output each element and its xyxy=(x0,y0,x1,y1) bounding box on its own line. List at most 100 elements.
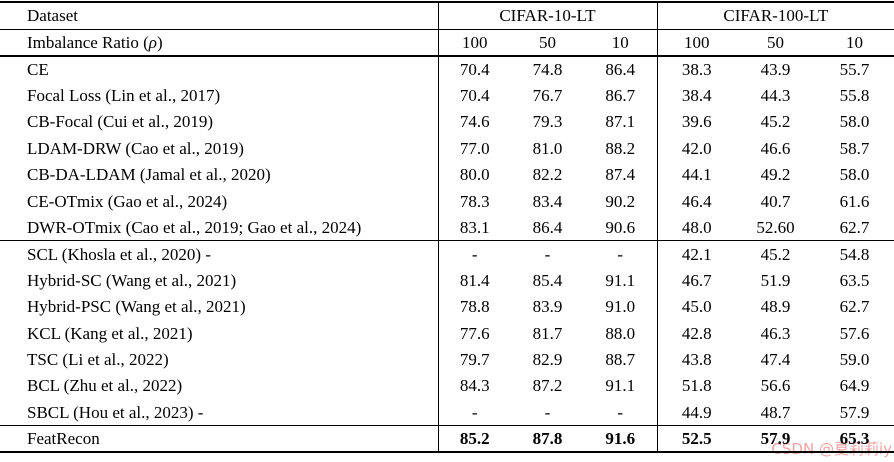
rho-symbol: ρ xyxy=(148,32,157,52)
value-cell: 57.9 xyxy=(839,402,870,422)
table-row: CE 70.4 74.8 86.4 38.3 43.9 55.7 xyxy=(0,56,894,83)
table-row: CE-OTmix (Gao et al., 2024) 78.3 83.4 90.2 4… xyxy=(0,187,894,215)
ratio-tick: 50 xyxy=(539,32,556,52)
table-row: CB-DA-LDAM (Jamal et al., 2020) 80.0 82.2 8… xyxy=(0,161,894,188)
value-cell: 46.6 xyxy=(760,138,791,158)
value-cell: 91.1 xyxy=(584,372,658,400)
value-cell: - xyxy=(438,240,511,268)
table-row: SBCL (Hou et al., 2023) - - - - 44.9 48.7 57.9 xyxy=(0,399,894,426)
value-cell: - xyxy=(544,402,551,422)
imbalance-prefix: Imbalance Ratio ( xyxy=(27,32,149,52)
method-cell: LDAM-DRW (Cao et al., 2019) xyxy=(0,135,439,162)
value-cell: 58.0 xyxy=(839,112,870,132)
ratio-tick: 10 xyxy=(846,32,864,52)
value-cell: 74.6 xyxy=(459,112,490,132)
value-cell: 43.8 xyxy=(681,349,712,369)
value-cell: 83.1 xyxy=(459,217,490,237)
cifar10-group-header: CIFAR-10-LT xyxy=(438,2,658,29)
value-cell: 58.0 xyxy=(839,165,870,185)
value-cell: 65.3 xyxy=(815,424,894,452)
value-cell: 55.8 xyxy=(839,86,870,106)
value-cell: 86.4 xyxy=(584,56,658,83)
value-cell: 70.4 xyxy=(459,86,490,106)
value-cell: 45.2 xyxy=(760,112,791,132)
value-cell: 48.0 xyxy=(681,217,712,237)
value-cell: 55.7 xyxy=(839,60,870,80)
value-cell: 47.4 xyxy=(760,349,791,369)
value-cell: 86.7 xyxy=(584,82,658,109)
value-cell: 48.9 xyxy=(760,297,791,317)
value-cell: 38.4 xyxy=(681,86,712,106)
value-cell: 40.7 xyxy=(760,191,791,211)
method-cell: CB-Focal (Cui et al., 2019) xyxy=(0,108,439,136)
value-cell: 80.0 xyxy=(459,165,490,185)
imbalance-ratio-row: Imbalance Ratio (ρ) 100 50 10 100 50 10 xyxy=(0,29,894,56)
value-cell: - xyxy=(584,399,658,426)
value-cell: 70.4 xyxy=(459,60,490,80)
dataset-header-cell: Dataset xyxy=(0,2,439,29)
value-cell: - xyxy=(471,402,478,422)
value-cell: 87.1 xyxy=(584,108,658,136)
value-cell: 46.3 xyxy=(760,323,791,343)
method-cell: SBCL (Hou et al., 2023) - xyxy=(0,399,439,426)
value-cell: 42.1 xyxy=(657,240,737,268)
value-cell: 54.8 xyxy=(815,240,894,268)
value-cell: 52.5 xyxy=(657,424,737,452)
method-cell: SCL (Khosla et al., 2020) - xyxy=(0,240,439,268)
value-cell: 45.0 xyxy=(681,297,712,317)
table-row: DWR-OTmix (Cao et al., 2019; Gao et al.,… xyxy=(0,214,894,241)
value-cell: 46.4 xyxy=(681,191,712,211)
imbalance-suffix: ) xyxy=(156,32,163,52)
ratio-tick: 10 xyxy=(584,29,658,56)
value-cell: 85.4 xyxy=(532,270,563,290)
value-cell: 84.3 xyxy=(459,376,490,396)
value-cell: 48.7 xyxy=(760,402,791,422)
value-cell: 87.2 xyxy=(532,376,563,396)
method-cell: FeatRecon xyxy=(0,424,439,452)
value-cell: 85.2 xyxy=(438,424,511,452)
value-cell: 91.1 xyxy=(584,267,658,294)
value-cell: 62.7 xyxy=(839,217,870,237)
method-cell: DWR-OTmix (Cao et al., 2019; Gao et al.,… xyxy=(0,214,439,241)
table-body: CE 70.4 74.8 86.4 38.3 43.9 55.7 Focal Loss (Li… xyxy=(0,56,894,452)
method-cell: CE xyxy=(0,56,439,83)
value-cell: 74.8 xyxy=(532,60,563,80)
value-cell: 77.6 xyxy=(459,323,490,343)
value-cell: 79.7 xyxy=(459,349,490,369)
value-cell: 58.7 xyxy=(839,138,870,158)
table-row: SCL (Khosla et al., 2020) - - - -42.1 45.2 54… xyxy=(0,240,894,268)
value-cell: 59.0 xyxy=(839,349,870,369)
value-cell: 90.2 xyxy=(584,187,658,215)
value-cell: 82.2 xyxy=(532,165,563,185)
cifar100-group-header: CIFAR-100-LT xyxy=(723,6,829,26)
value-cell: 51.9 xyxy=(760,270,791,290)
method-cell: Focal Loss (Lin et al., 2017) xyxy=(0,82,439,109)
value-cell: 86.4 xyxy=(532,217,563,237)
ratio-tick: 50 xyxy=(767,32,785,52)
method-cell: TSC (Li et al., 2022) xyxy=(0,346,439,373)
value-cell: 44.3 xyxy=(760,86,791,106)
method-cell: CB-DA-LDAM (Jamal et al., 2020) xyxy=(0,161,439,188)
value-cell: 44.1 xyxy=(681,165,712,185)
value-cell: 81.7 xyxy=(532,323,563,343)
value-cell: 78.3 xyxy=(459,191,490,211)
value-cell: 81.4 xyxy=(459,270,490,290)
value-cell: 45.2 xyxy=(736,240,816,268)
dataset-header-row: Dataset CIFAR-10-LT CIFAR-100-LT xyxy=(0,2,894,29)
value-cell: 88.2 xyxy=(584,135,658,162)
value-cell: 49.2 xyxy=(760,165,791,185)
ratio-tick: 100 xyxy=(684,32,710,52)
value-cell: 83.4 xyxy=(532,191,563,211)
value-cell: 63.5 xyxy=(839,270,870,290)
results-table: Dataset CIFAR-10-LT CIFAR-100-LT Imbalan… xyxy=(0,1,894,453)
table-row: LDAM-DRW (Cao et al., 2019) 77.0 81.0 88.2 4… xyxy=(0,135,894,162)
value-cell: 88.0 xyxy=(584,319,658,347)
value-cell: 43.9 xyxy=(760,60,791,80)
value-cell: 91.0 xyxy=(584,293,658,320)
table-row: Hybrid-PSC (Wang et al., 2021) 78.8 83.9 91… xyxy=(0,293,894,320)
value-cell: 64.9 xyxy=(839,376,870,396)
value-cell: - xyxy=(511,240,584,268)
value-cell: 38.3 xyxy=(681,60,712,80)
value-cell: 39.6 xyxy=(681,112,712,132)
value-cell: 78.8 xyxy=(459,297,490,317)
